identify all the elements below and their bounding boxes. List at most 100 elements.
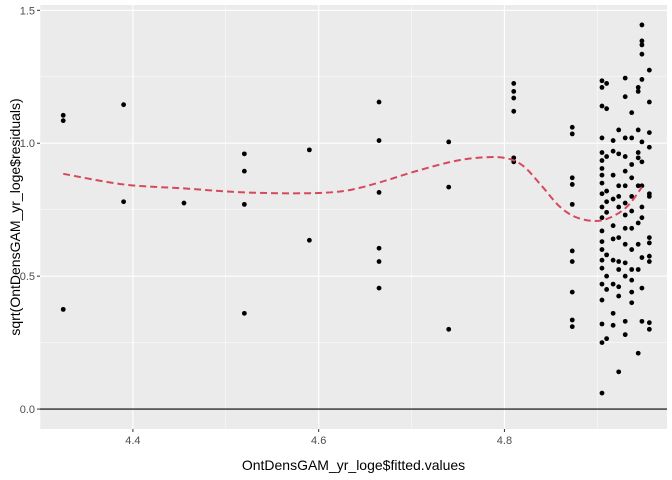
data-point (241, 201, 247, 207)
data-point (241, 168, 247, 174)
data-point (646, 67, 652, 73)
data-point (629, 110, 635, 116)
data-point (646, 193, 652, 199)
data-point (610, 322, 616, 328)
data-point (569, 175, 575, 181)
y-tick-label: 0.0 (20, 404, 35, 416)
data-point (446, 184, 452, 190)
data-point (639, 38, 645, 44)
data-point (60, 112, 66, 118)
data-point (599, 390, 605, 396)
data-point (635, 88, 641, 94)
data-point (622, 318, 628, 324)
data-point (610, 281, 616, 287)
data-point (604, 252, 610, 258)
data-point (446, 326, 452, 332)
data-point (306, 237, 312, 243)
data-point (511, 95, 517, 101)
data-point (569, 317, 575, 323)
data-point (616, 193, 622, 199)
data-point (569, 259, 575, 264)
data-point (622, 200, 628, 206)
data-point (599, 172, 605, 178)
data-point (622, 94, 628, 100)
x-tick-label: 4.6 (311, 435, 326, 447)
x-tick-label: 4.8 (497, 435, 512, 447)
y-axis: 0.0 0.5 1.0 1.5 (20, 5, 40, 416)
data-point (635, 183, 641, 189)
data-point (616, 204, 622, 210)
data-point (446, 139, 452, 145)
data-point (511, 108, 517, 114)
data-point (599, 257, 605, 263)
data-point (569, 201, 575, 207)
data-point (599, 78, 605, 84)
data-point (610, 172, 616, 178)
data-point (616, 151, 622, 157)
y-axis-title: sqrt(OntDensGAM_yr_loge$residuals) (7, 98, 23, 335)
smooth-line-group (63, 156, 643, 222)
data-point (376, 190, 382, 195)
data-point (616, 259, 622, 264)
data-point (241, 151, 247, 157)
data-point (639, 215, 645, 221)
data-point (616, 183, 622, 189)
data-point (639, 159, 645, 165)
data-point (569, 324, 575, 330)
data-point (622, 332, 628, 338)
data-point (604, 273, 610, 279)
data-point (622, 135, 628, 141)
data-point (376, 285, 382, 291)
data-point (635, 267, 641, 272)
data-point (622, 241, 628, 247)
data-point (511, 88, 517, 94)
data-point (646, 144, 652, 150)
data-point (569, 248, 575, 254)
data-point (629, 175, 635, 181)
data-point (622, 168, 628, 174)
data-point (639, 204, 645, 210)
data-point (599, 297, 605, 303)
data-point (622, 183, 628, 189)
data-point (181, 200, 187, 206)
data-point (629, 208, 635, 214)
data-point (604, 287, 610, 292)
data-point (376, 99, 382, 105)
data-point (60, 306, 66, 312)
data-point (639, 77, 645, 82)
data-point (599, 281, 605, 287)
data-point (635, 85, 641, 90)
data-points (60, 22, 652, 396)
data-point (604, 209, 610, 215)
data-point (629, 193, 635, 199)
data-point (604, 154, 610, 159)
data-point (241, 310, 247, 316)
data-point (635, 127, 641, 133)
data-point (635, 241, 641, 247)
data-point (599, 239, 605, 244)
data-point (599, 85, 605, 90)
data-point (121, 199, 126, 205)
data-point (599, 166, 605, 171)
data-point (639, 183, 645, 189)
data-point (599, 321, 605, 327)
data-point (635, 150, 641, 155)
data-point (635, 220, 641, 226)
data-point (629, 300, 635, 306)
data-point (639, 22, 645, 28)
data-point (646, 326, 652, 332)
y-tick-label: 1.0 (20, 138, 35, 150)
data-point (599, 103, 605, 109)
data-point (599, 191, 605, 197)
data-point (622, 273, 628, 279)
data-point (610, 148, 616, 154)
data-point (639, 318, 645, 324)
data-point (616, 293, 622, 299)
x-tick-label: 4.4 (125, 435, 140, 447)
data-point (376, 138, 382, 143)
data-point (599, 247, 605, 252)
data-point (629, 267, 635, 272)
data-point (616, 235, 622, 241)
smooth-line (63, 156, 643, 222)
